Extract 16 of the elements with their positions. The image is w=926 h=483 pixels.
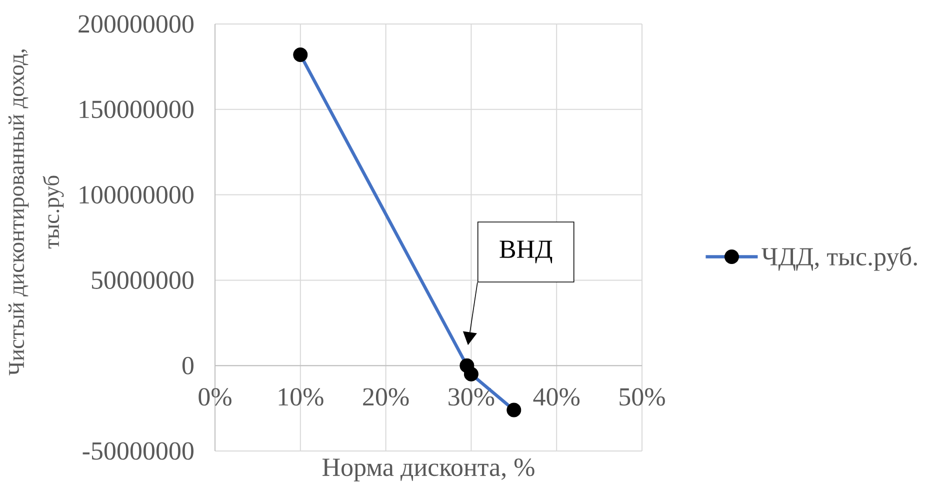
annotation: ВНД	[500, 240, 552, 264]
x-tick-label: 30%	[448, 388, 494, 406]
y-tick-label: -50000000	[82, 442, 194, 460]
y-axis-title: Чистый дисконтированный доход, тыс.руб	[8, 49, 64, 376]
y-tick-label: 200000000	[78, 15, 194, 33]
legend-label: ЧДД, тыс.руб.	[762, 246, 917, 271]
x-tick-label: 20%	[363, 388, 409, 406]
x-axis-title: Норма дисконта, %	[322, 458, 534, 482]
x-tick-label: 50%	[620, 388, 665, 406]
y-tick-label: 100000000	[80, 186, 194, 204]
x-tick-label: 0%	[198, 388, 232, 406]
x-tick-label: 10%	[278, 388, 324, 406]
y-tick-label: 50000000	[92, 271, 194, 289]
y-tick-label: 150000000	[80, 100, 194, 118]
x-tick-label: 40%	[533, 388, 580, 406]
y-tick-label: 0	[182, 356, 194, 374]
